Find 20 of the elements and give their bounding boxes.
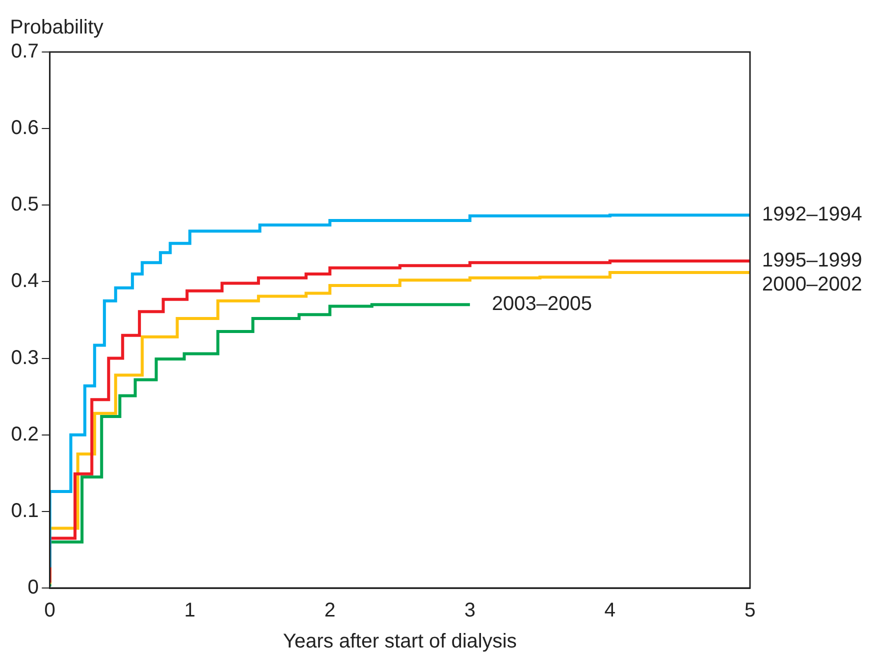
series-label: 1992–1994 <box>762 204 862 226</box>
x-tick-label: 3 <box>464 600 476 622</box>
y-axis-title: Probability <box>10 16 104 39</box>
x-tick-label: 4 <box>604 600 616 622</box>
series-label: 2003–2005 <box>492 293 592 316</box>
x-tick-label: 0 <box>44 600 56 622</box>
x-tick-label: 5 <box>744 600 756 622</box>
series-label: 1995–1999 <box>762 250 862 272</box>
y-tick-label: 0.7 <box>10 40 39 63</box>
y-tick-label: 0.4 <box>10 270 39 292</box>
x-tick-label: 2 <box>324 600 336 622</box>
y-tick-label: 0.6 <box>10 117 39 140</box>
series-label: 2000–2002 <box>762 274 862 296</box>
y-tick-label: 0 <box>28 576 39 599</box>
x-axis-title: Years after start of dialysis <box>282 630 517 653</box>
y-tick-label: 0.1 <box>10 500 39 522</box>
y-tick-label: 0.3 <box>10 346 39 369</box>
y-tick-label: 0.5 <box>10 194 39 216</box>
x-tick-label: 1 <box>184 600 196 622</box>
y-tick-label: 0.2 <box>10 423 39 446</box>
